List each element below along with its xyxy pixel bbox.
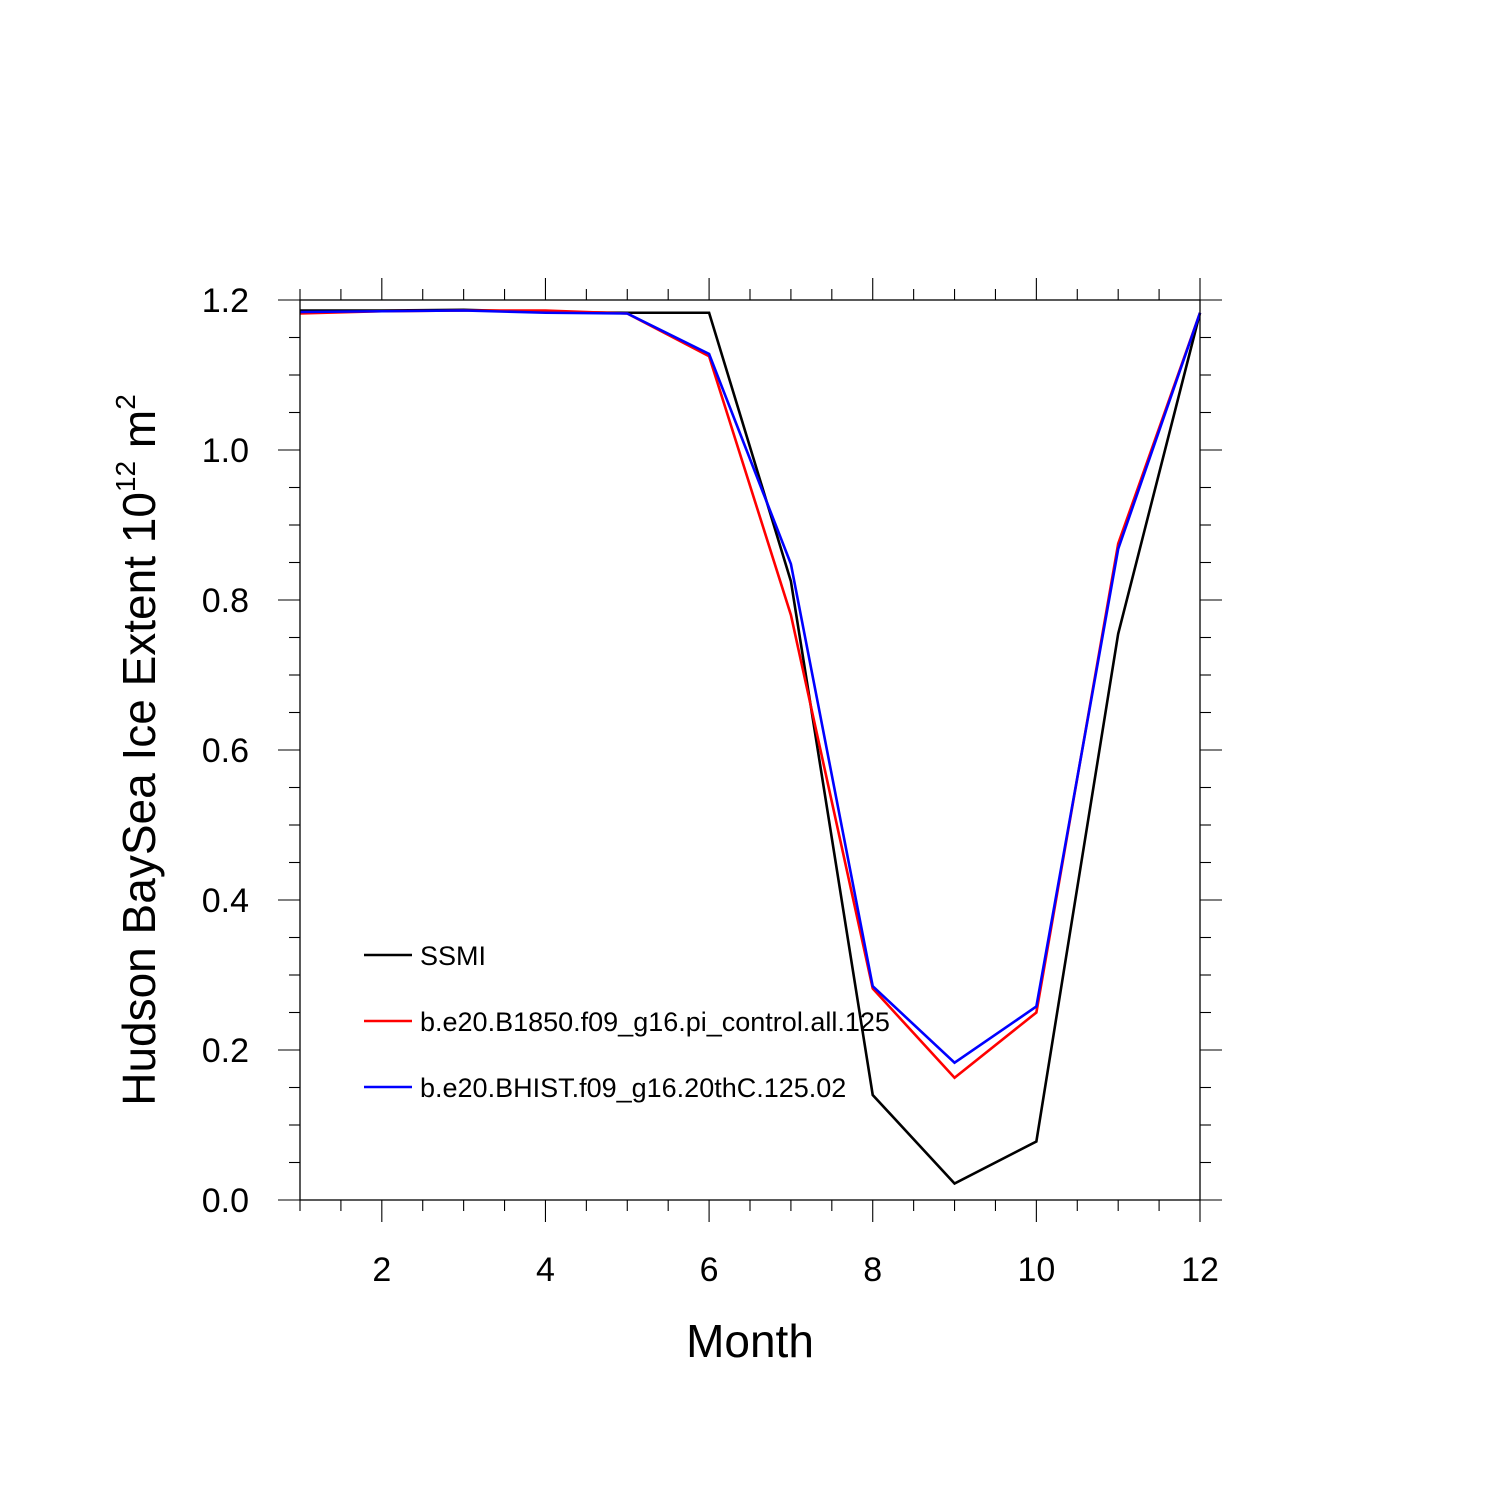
legend: SSMI b.e20.B1850.f09_g16.pi_control.all.1… — [364, 941, 890, 1103]
y-tick-label: 0.8 — [202, 582, 249, 620]
x-axis-title: Month — [686, 1315, 814, 1367]
y-tick-labels: 0.0 0.2 0.4 0.6 0.8 1.0 1.2 — [202, 282, 249, 1220]
plot-frame — [300, 300, 1200, 1200]
x-tick-labels: 2 4 6 8 10 12 — [372, 1251, 1219, 1289]
x-tick-label: 10 — [1017, 1251, 1055, 1289]
legend-entry: b.e20.BHIST.f09_g16.20thC.125.02 — [364, 1073, 846, 1103]
x-tick-label: 2 — [372, 1251, 391, 1289]
series-line-1 — [300, 310, 1200, 1184]
legend-entry: SSMI — [364, 941, 486, 971]
x-tick-label: 4 — [536, 1251, 555, 1289]
y-axis-title-text: Hudson BaySea Ice Extent 10 — [113, 492, 165, 1106]
x-tick-label: 12 — [1181, 1251, 1219, 1289]
y-axis-title-unit: m — [113, 410, 165, 461]
y-tick-label: 0.0 — [202, 1182, 249, 1220]
x-tick-label: 6 — [700, 1251, 719, 1289]
y-axis-title: Hudson BaySea Ice Extent 1012 m2 — [110, 394, 165, 1106]
y-tick-label: 0.6 — [202, 732, 249, 770]
y-tick-label: 1.0 — [202, 432, 249, 470]
legend-entry: b.e20.B1850.f09_g16.pi_control.all.125 — [364, 1007, 890, 1037]
y-axis-title-unit-exponent: 2 — [110, 394, 141, 410]
legend-label: b.e20.BHIST.f09_g16.20thC.125.02 — [420, 1073, 846, 1103]
legend-label: b.e20.B1850.f09_g16.pi_control.all.125 — [420, 1007, 890, 1037]
y-tick-label: 1.2 — [202, 282, 249, 320]
series-1 — [300, 310, 1200, 1184]
series-lines — [300, 310, 1200, 1184]
y-axis-title-exponent: 12 — [110, 461, 141, 492]
y-tick-label: 0.4 — [202, 882, 249, 920]
legend-label: SSMI — [420, 941, 486, 971]
y-tick-label: 0.2 — [202, 1032, 249, 1070]
x-tick-label: 8 — [863, 1251, 882, 1289]
